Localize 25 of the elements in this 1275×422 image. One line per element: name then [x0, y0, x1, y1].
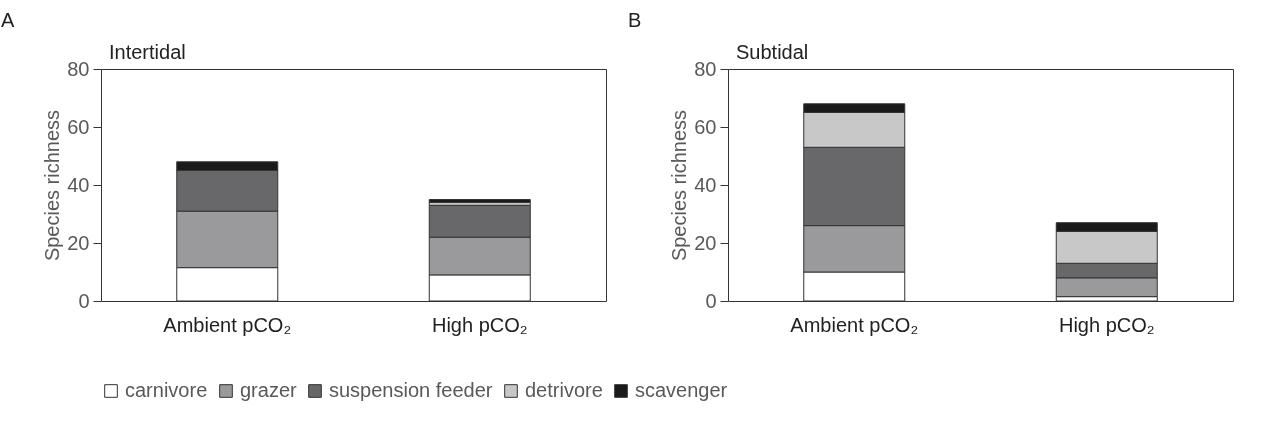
text: A	[1, 9, 15, 31]
y-tick-label: 80	[67, 57, 90, 80]
y-tick-label: 0	[78, 289, 90, 312]
x-tick-label: High pCO₂	[431, 313, 528, 336]
legend-label: grazer	[240, 379, 298, 401]
legend-label: scavenger	[635, 379, 728, 401]
y-tick-label: 20	[67, 231, 90, 254]
y-axis-title: Species richness	[41, 109, 64, 262]
legend-label: carnivore	[125, 379, 208, 401]
chart-title: Subtidal	[736, 41, 809, 63]
legend-label: suspension feeder	[329, 379, 493, 401]
chart-title: Intertidal	[109, 41, 186, 63]
x-tick-label: Ambient pCO₂	[163, 313, 292, 336]
y-tick-label: 0	[705, 289, 717, 312]
x-tick-label: Ambient pCO₂	[790, 313, 919, 336]
y-axis-title: Species richness	[668, 109, 691, 262]
legend-label: detrivore	[525, 379, 603, 401]
y-tick-label: 20	[694, 231, 717, 254]
y-tick-label: 40	[67, 173, 90, 196]
x-tick-label: High pCO₂	[1058, 313, 1155, 336]
y-tick-label: 60	[694, 115, 717, 138]
y-tick-label: 80	[694, 57, 717, 80]
y-tick-label: 40	[694, 173, 717, 196]
y-tick-label: 60	[67, 115, 90, 138]
text: B	[628, 9, 642, 31]
